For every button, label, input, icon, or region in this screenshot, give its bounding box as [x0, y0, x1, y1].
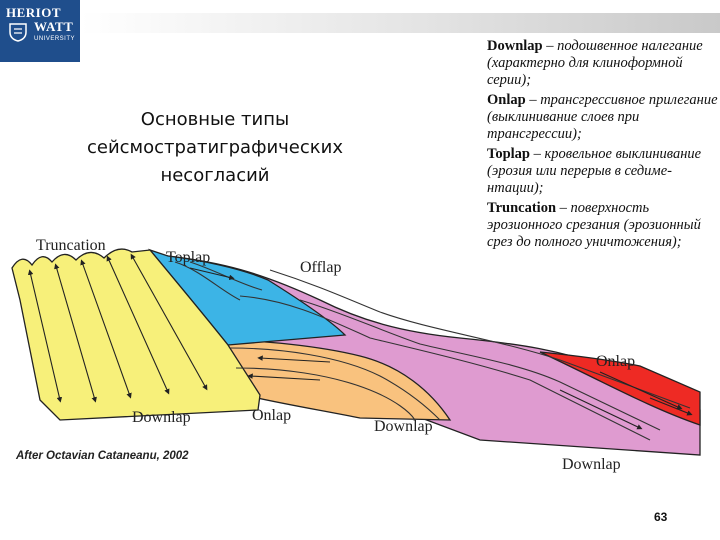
definition-desc: – подошвенное налегание (характерно для … — [487, 38, 703, 88]
definition-term: Toplap — [487, 146, 530, 162]
page-number: 63 — [654, 510, 668, 524]
definition-desc: – кровельное выклинивание (эрозия или пе… — [487, 146, 702, 196]
definitions-list: Downlap – подошвенное налегание (характе… — [487, 38, 719, 254]
title-line-3: несогласий — [160, 165, 270, 186]
definition-truncation: Truncation – поверхность эрозионного сре… — [487, 200, 719, 251]
source-credit: After Octavian Cataneanu, 2002 — [16, 450, 189, 462]
label-downlap-right: Downlap — [562, 456, 621, 473]
definition-term: Truncation — [487, 200, 557, 216]
definition-desc: – трансгрессивное прилегание (выклиниван… — [487, 92, 718, 142]
red-onlap-wedge — [539, 351, 701, 426]
definition-term: Onlap — [487, 92, 526, 108]
definition-term: Downlap — [487, 38, 543, 54]
heriot-watt-logo: HERIOT WATT UNIVERSITY — [0, 0, 80, 62]
definition-onlap: Onlap – трансгрессивное прилегание (выкл… — [487, 92, 719, 143]
orange-basin-layer — [219, 339, 452, 421]
slide-title: Основные типы сейсмостратиграфических не… — [60, 106, 370, 190]
label-downlap-mid: Downlap — [374, 418, 433, 435]
definition-desc: – поверхность эрозионного срезания (эроз… — [487, 200, 701, 250]
header-gradient-bar — [80, 13, 720, 33]
label-truncation: Truncation — [36, 237, 106, 254]
truncation-arrows — [27, 253, 208, 403]
title-line-1: Основные типы — [140, 109, 290, 130]
unconformity-diagram: Truncation Toplap Offlap Onlap Downlap O… — [11, 237, 701, 473]
logo-line-watt: WATT — [34, 19, 74, 34]
logo-line-heriot: HERIOT — [6, 5, 62, 20]
title-line-2: сейсмостратиграфических — [86, 137, 343, 158]
label-offlap: Offlap — [300, 259, 341, 276]
logo-line-university: UNIVERSITY — [34, 36, 76, 42]
crest-icon — [9, 23, 27, 42]
definition-toplap: Toplap – кровельное выклинивание (эрозия… — [487, 146, 719, 197]
lap-arrows — [189, 267, 693, 430]
label-downlap-left: Downlap — [132, 409, 191, 426]
definition-downlap: Downlap – подошвенное налегание (характе… — [487, 38, 719, 89]
label-onlap-mid: Onlap — [252, 407, 291, 424]
label-toplap: Toplap — [166, 249, 210, 266]
label-onlap-right: Onlap — [596, 353, 635, 370]
